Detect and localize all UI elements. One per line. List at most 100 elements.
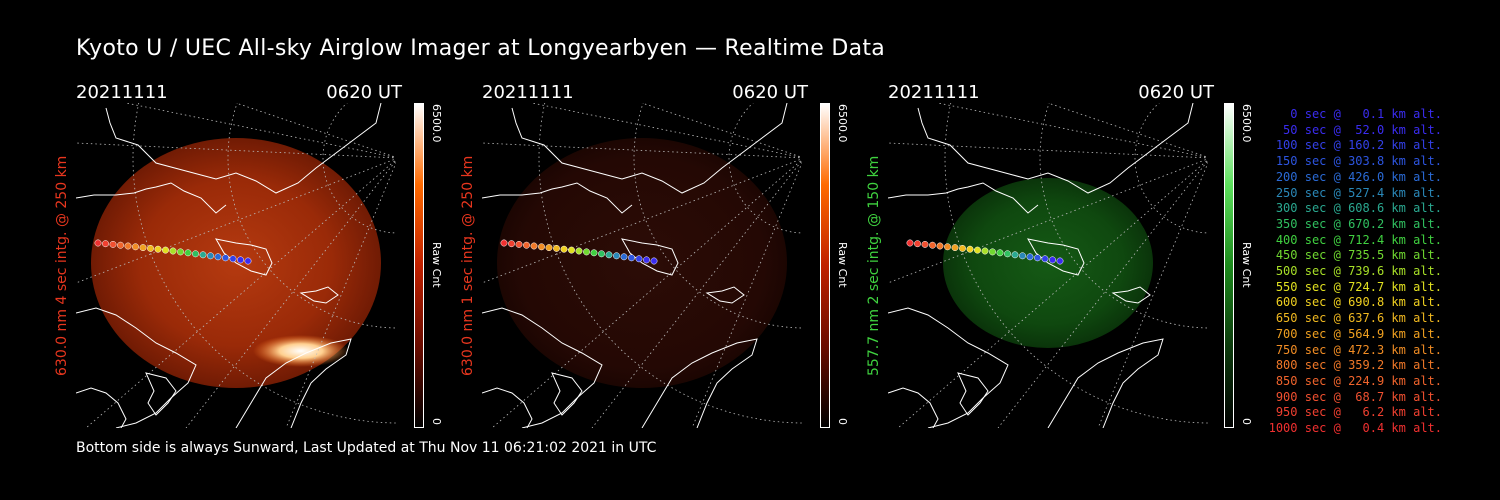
trajectory-point xyxy=(523,241,530,249)
trajectory-point xyxy=(628,254,635,262)
trajectory-point xyxy=(199,251,207,259)
trajectory-point xyxy=(1019,252,1026,260)
trajectory-point xyxy=(914,240,921,248)
panel-2-date: 20211111 xyxy=(482,82,574,103)
legend-row: 700 sec @ 564.9 km alt. xyxy=(1275,326,1442,341)
legend-row: 200 sec @ 426.0 km alt. xyxy=(1275,169,1442,184)
trajectory-point xyxy=(515,240,523,248)
trajectory-point xyxy=(613,252,620,260)
panel-2-side-label: 630.0 nm 1 sec intg. @ 250 km xyxy=(460,155,476,376)
trajectory-point xyxy=(959,244,966,252)
trajectory-point xyxy=(1011,251,1019,259)
legend-row: 50 sec @ 52.0 km alt. xyxy=(1283,122,1442,137)
trajectory-point xyxy=(620,253,628,261)
legend-row: 900 sec @ 68.7 km alt. xyxy=(1275,389,1442,404)
trajectory-point xyxy=(244,257,252,265)
trajectory-point xyxy=(237,256,244,264)
trajectory-point xyxy=(598,250,605,258)
trajectory-point xyxy=(139,244,147,252)
trajectory-point xyxy=(222,254,229,262)
legend-row: 550 sec @ 724.7 km alt. xyxy=(1275,279,1442,294)
trajectory-point xyxy=(944,243,951,251)
trajectory-point xyxy=(147,244,154,252)
panel-3-side-label: 557.7 nm 2 sec intg. @ 150 km xyxy=(866,155,882,376)
trajectory-point xyxy=(192,250,199,258)
legend-row: 450 sec @ 735.5 km alt. xyxy=(1275,248,1442,263)
trajectory-point xyxy=(1026,253,1034,261)
trajectory-point xyxy=(132,243,139,251)
legend-row: 300 sec @ 608.6 km alt. xyxy=(1275,201,1442,216)
trajectory-point xyxy=(575,247,583,255)
panel-3-image xyxy=(888,103,1208,428)
panel-3-colorbar xyxy=(1224,103,1234,428)
trajectory-point xyxy=(530,242,538,250)
trajectory xyxy=(500,239,658,265)
altitude-legend: 0 sec @ 0.1 km alt. 50 sec @ 52.0 km alt.… xyxy=(1262,107,1442,437)
panel-3-cbar-min: 0 xyxy=(1240,418,1253,425)
page-title: Kyoto U / UEC All-sky Airglow Imager at … xyxy=(76,36,886,61)
panel-3-cbar-max: 6500.0 xyxy=(1240,104,1253,143)
legend-row: 950 sec @ 6.2 km alt. xyxy=(1275,405,1442,420)
legend-row: 0 sec @ 0.1 km alt. xyxy=(1290,107,1442,121)
trajectory-point xyxy=(214,253,222,261)
legend-row: 650 sec @ 637.6 km alt. xyxy=(1275,311,1442,326)
legend-row: 1000 sec @ 0.4 km alt. xyxy=(1268,421,1442,436)
legend-row: 250 sec @ 527.4 km alt. xyxy=(1275,185,1442,200)
panel-2-cbar-min: 0 xyxy=(836,418,849,425)
panel-1-cbar-min: 0 xyxy=(430,418,443,425)
panel-1-image xyxy=(76,103,396,428)
trajectory-point xyxy=(906,239,914,247)
trajectory-point xyxy=(177,248,184,256)
panel-1-cbar-unit: Raw Cnt xyxy=(430,242,443,288)
trajectory-point xyxy=(650,257,658,265)
trajectory-point xyxy=(951,244,959,252)
trajectory xyxy=(94,239,252,265)
panel-2-cbar-max: 6500.0 xyxy=(836,104,849,143)
trajectory-point xyxy=(929,241,936,249)
coastlines xyxy=(76,103,382,428)
trajectory-point xyxy=(229,255,237,263)
trajectory-point xyxy=(635,255,643,263)
panel-3-date: 20211111 xyxy=(888,82,980,103)
panel-1-cbar-max: 6500.0 xyxy=(430,104,443,143)
trajectory-point xyxy=(583,248,590,256)
trajectory xyxy=(906,239,1064,265)
trajectory-point xyxy=(643,256,650,264)
legend-row: 400 sec @ 712.4 km alt. xyxy=(1275,232,1442,247)
trajectory-point xyxy=(102,240,109,248)
trajectory-point xyxy=(966,245,974,253)
trajectory-point xyxy=(117,241,124,249)
trajectory-point xyxy=(981,247,989,255)
panel-1-date: 20211111 xyxy=(76,82,168,103)
trajectory-point xyxy=(508,240,515,248)
panel-1-colorbar xyxy=(414,103,424,428)
legend-row: 850 sec @ 224.9 km alt. xyxy=(1275,373,1442,388)
trajectory-point xyxy=(154,245,162,253)
trajectory-point xyxy=(207,252,214,260)
legend-row: 100 sec @ 160.2 km alt. xyxy=(1275,138,1442,153)
panel-3-time: 0620 UT xyxy=(1138,82,1214,103)
footer-status: Bottom side is always Sunward, Last Upda… xyxy=(76,440,657,456)
panel-1-time: 0620 UT xyxy=(326,82,402,103)
trajectory-point xyxy=(184,249,192,257)
graticule xyxy=(76,103,396,428)
trajectory-point xyxy=(162,246,169,254)
panel-2-colorbar xyxy=(820,103,830,428)
panel-2-cbar-unit: Raw Cnt xyxy=(836,242,849,288)
legend-row: 600 sec @ 690.8 km alt. xyxy=(1275,295,1442,310)
trajectory-point xyxy=(921,240,929,248)
trajectory-point xyxy=(1049,256,1056,264)
trajectory-point xyxy=(94,239,102,247)
coastlines xyxy=(482,103,788,428)
trajectory-point xyxy=(996,249,1004,257)
trajectory-point xyxy=(568,246,575,254)
trajectory-point xyxy=(538,243,545,251)
trajectory-point xyxy=(545,244,553,252)
coastlines xyxy=(888,103,1194,428)
trajectory-point xyxy=(605,251,613,259)
trajectory-point xyxy=(974,246,981,254)
trajectory-point xyxy=(1056,257,1064,265)
trajectory-point xyxy=(169,247,177,255)
legend-row: 500 sec @ 739.6 km alt. xyxy=(1275,264,1442,279)
legend-row: 750 sec @ 472.3 km alt. xyxy=(1275,342,1442,357)
